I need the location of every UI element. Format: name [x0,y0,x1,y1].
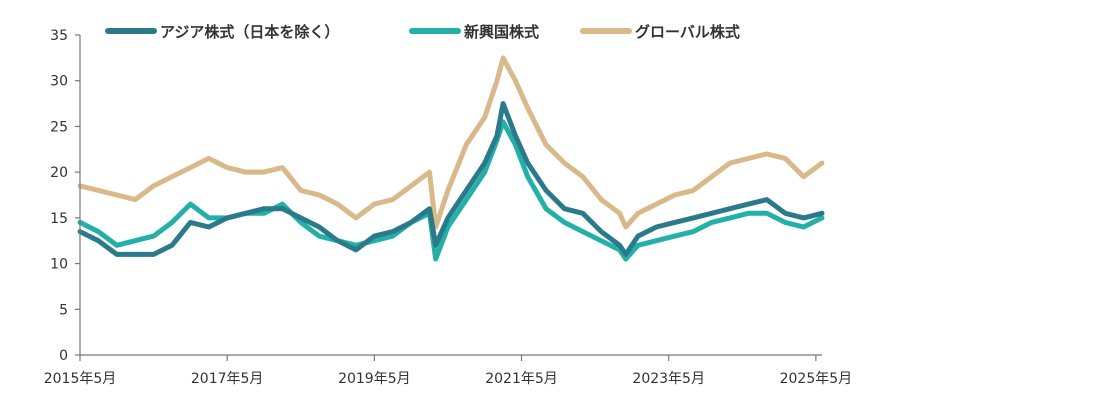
y-tick-label: 5 [59,302,68,318]
y-tick-label: 0 [59,348,68,364]
x-tick-label: 2019年5月 [338,371,411,387]
legend-label-0: アジア株式（日本を除く） [160,23,339,41]
x-tick-label: 2021年5月 [485,371,558,387]
y-tick-label: 20 [50,165,68,181]
series-line-2 [77,55,825,230]
legend: アジア株式（日本を除く） 新興国株式 グローバル株式 [105,23,740,41]
y-tick-label: 25 [50,119,68,135]
x-tick-label: 2025年5月 [780,371,853,387]
x-tick-label: 2017年5月 [191,371,264,387]
y-tick-label: 10 [50,257,68,273]
legend-label-2: グローバル株式 [635,23,740,41]
y-tick-label: 15 [50,211,68,227]
x-ticks: 2015年5月 2017年5月 2019年5月 2021年5月 2023年5月 2025年… [44,355,852,387]
x-tick-label: 2015年5月 [44,371,117,387]
series-line-0 [77,101,825,257]
series-line-1 [77,119,825,262]
y-tick-label: 30 [50,74,68,90]
axes-layer [79,35,822,356]
x-tick-label: 2023年5月 [632,371,705,387]
y-ticks: 0 5 10 15 20 25 30 35 [50,28,80,364]
legend-label-1: 新興国株式 [464,23,539,41]
series-layer [77,55,825,262]
y-tick-label: 35 [50,28,68,44]
